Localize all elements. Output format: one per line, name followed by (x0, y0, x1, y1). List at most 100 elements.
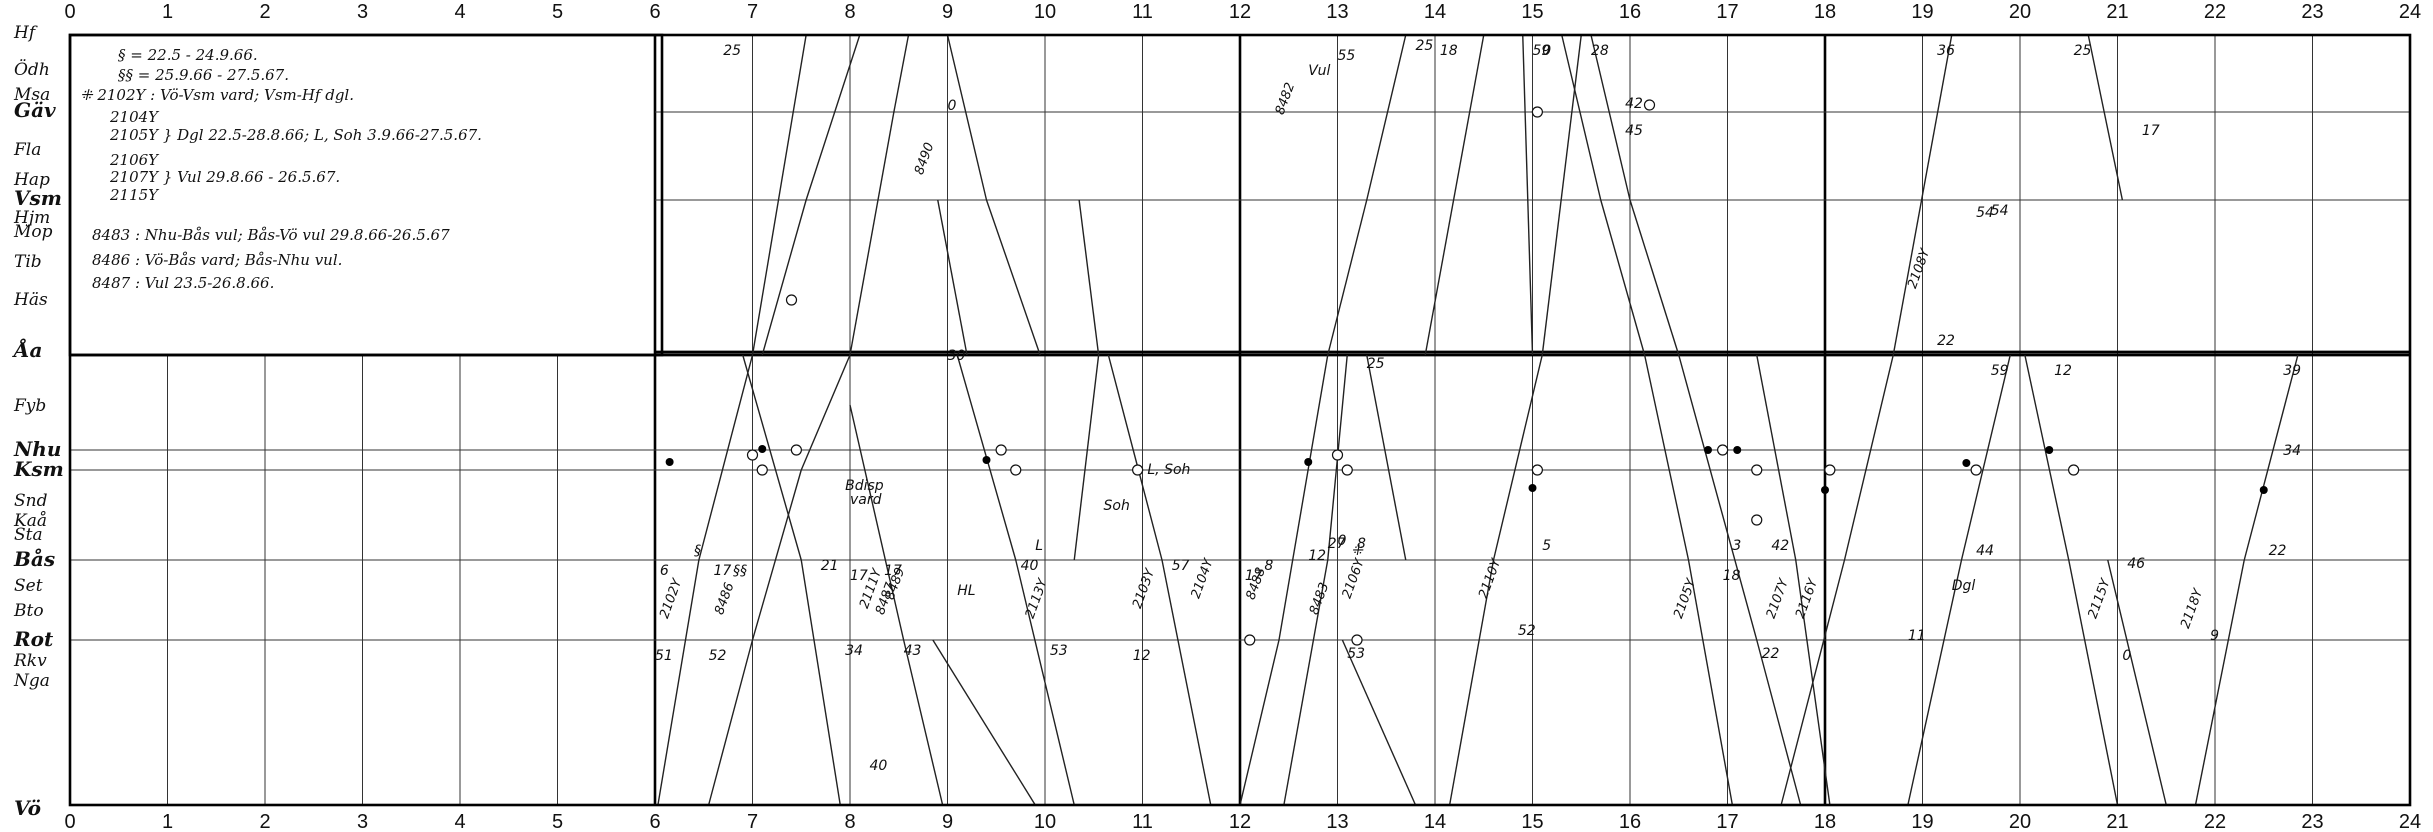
stop-marker (1341, 464, 1353, 476)
minute-label: 40 (870, 758, 888, 774)
minute-label: 5 (1542, 538, 1551, 554)
annotation-label: L (1035, 538, 1043, 554)
legend-line: 2104Y (109, 108, 160, 126)
train-path (2087, 34, 2124, 201)
hour-label-top: 23 (2301, 1, 2323, 23)
minute-label: 25 (1416, 38, 1434, 54)
legend-line: 2107Y } Vul 29.8.66 - 26.5.67. (109, 168, 340, 186)
train-path (1239, 639, 1280, 806)
train-path (1561, 34, 1602, 201)
minute-label: 52 (709, 648, 727, 664)
minute-label: 18 (1440, 43, 1458, 59)
minute-label: 54 (1976, 205, 1994, 221)
station-label: Tib (14, 252, 42, 272)
stop-dot (665, 458, 674, 466)
minute-label: 34 (845, 643, 863, 659)
station-label: Ksm (13, 457, 64, 481)
stop-marker (1824, 464, 1836, 476)
train-path (761, 199, 807, 356)
train-path (932, 639, 1036, 806)
minute-label: 53 (1050, 643, 1068, 659)
train-path (1756, 354, 1797, 561)
stop-marker (1751, 514, 1763, 526)
stop-dot (982, 456, 991, 464)
station-label: Bås (13, 547, 55, 571)
minute-label: 53 (1347, 646, 1365, 662)
train-path (1327, 199, 1368, 356)
annotation-label: Soh (1104, 498, 1130, 514)
hour-label-bottom: 5 (552, 811, 563, 832)
minute-label: 12 (1308, 548, 1326, 564)
train-path (2194, 559, 2245, 806)
hour-label-top: 15 (1521, 1, 1543, 23)
minute-label: 0 (1338, 533, 1347, 549)
minute-label: 42 (1625, 96, 1643, 112)
stop-dot (2259, 486, 2268, 494)
minute-label: 17 (884, 563, 902, 579)
station-label: Rot (13, 627, 54, 651)
minute-label: 27 (1328, 536, 1346, 552)
hour-label-bottom: 6 (649, 811, 660, 832)
station-label: Fla (13, 140, 41, 160)
minute-label: 39 (2283, 363, 2301, 379)
hour-label-top: 8 (844, 1, 855, 23)
train-path (2068, 559, 2119, 806)
minute-label: 17 (714, 563, 732, 579)
stop-dot (758, 445, 767, 453)
train-path (657, 559, 700, 806)
minute-labels: 5165217342143175340125717812275385251832… (655, 38, 2301, 774)
hour-label-top: 7 (747, 1, 758, 23)
station-label: Rkv (13, 651, 47, 671)
train-path (985, 199, 1041, 356)
hour-label-top: 5 (552, 1, 563, 23)
hour-label-bottom: 7 (747, 811, 758, 832)
graph-frame (68, 33, 2412, 807)
hour-label-top: 2 (259, 1, 270, 23)
stop-marker (1531, 106, 1543, 118)
station-label: Ödh (14, 59, 50, 80)
train-path (2107, 559, 2167, 806)
station-label: Hjm (13, 208, 50, 228)
station-label: Bto (13, 601, 44, 621)
station-label: Sta (14, 525, 43, 545)
station-label: Häs (13, 290, 48, 310)
stop-marker (1351, 634, 1363, 646)
train-path (1341, 639, 1417, 806)
stop-marker (1010, 464, 1022, 476)
minute-label: 54 (1991, 203, 2009, 219)
stop-marker (1970, 464, 1982, 476)
train-path (1687, 559, 1734, 806)
station-label: Hf (13, 23, 38, 43)
legend-line: 8487 : Vul 23.5-26.8.66. (92, 274, 274, 292)
hour-label-top: 0 (64, 1, 75, 23)
train-path (1161, 559, 1212, 806)
train-path (1366, 354, 1407, 561)
hour-label-bottom: 19 (1911, 811, 1933, 832)
hour-axis-top: 0 1 2 3 4 5 6 7 8 9 10 11 12 13 14 15 16 17 18 19 20 21 22 23 24 (64, 1, 2421, 23)
hour-label-bottom: 21 (2106, 811, 2128, 832)
annotation-label: vard (850, 492, 882, 508)
hour-label-top: 13 (1326, 1, 1348, 23)
hour-label-top: 19 (1911, 1, 1933, 23)
hour-label-bottom: 11 (1132, 811, 1153, 832)
station-label: Fyb (13, 396, 46, 416)
stop-dot (1733, 446, 1742, 454)
train-path (751, 34, 807, 356)
hour-label-top: 6 (649, 1, 660, 23)
train-path (1907, 559, 1963, 806)
stop-dot (1704, 446, 1712, 454)
annotation-label: Bdisp (845, 478, 884, 494)
train-path (1600, 199, 1646, 356)
train-path (1780, 559, 1846, 806)
train-path (1283, 559, 1329, 806)
hour-label-top: 20 (2009, 1, 2031, 23)
minute-label: 55 (1338, 48, 1356, 64)
minute-label: 3 (1732, 538, 1741, 554)
train-paths (657, 34, 2299, 806)
hour-label-bottom: 24 (2399, 811, 2421, 832)
hour-label-bottom: 4 (454, 811, 465, 832)
hour-label-bottom: 18 (1814, 811, 1836, 832)
minute-label: 17 (2142, 123, 2160, 139)
